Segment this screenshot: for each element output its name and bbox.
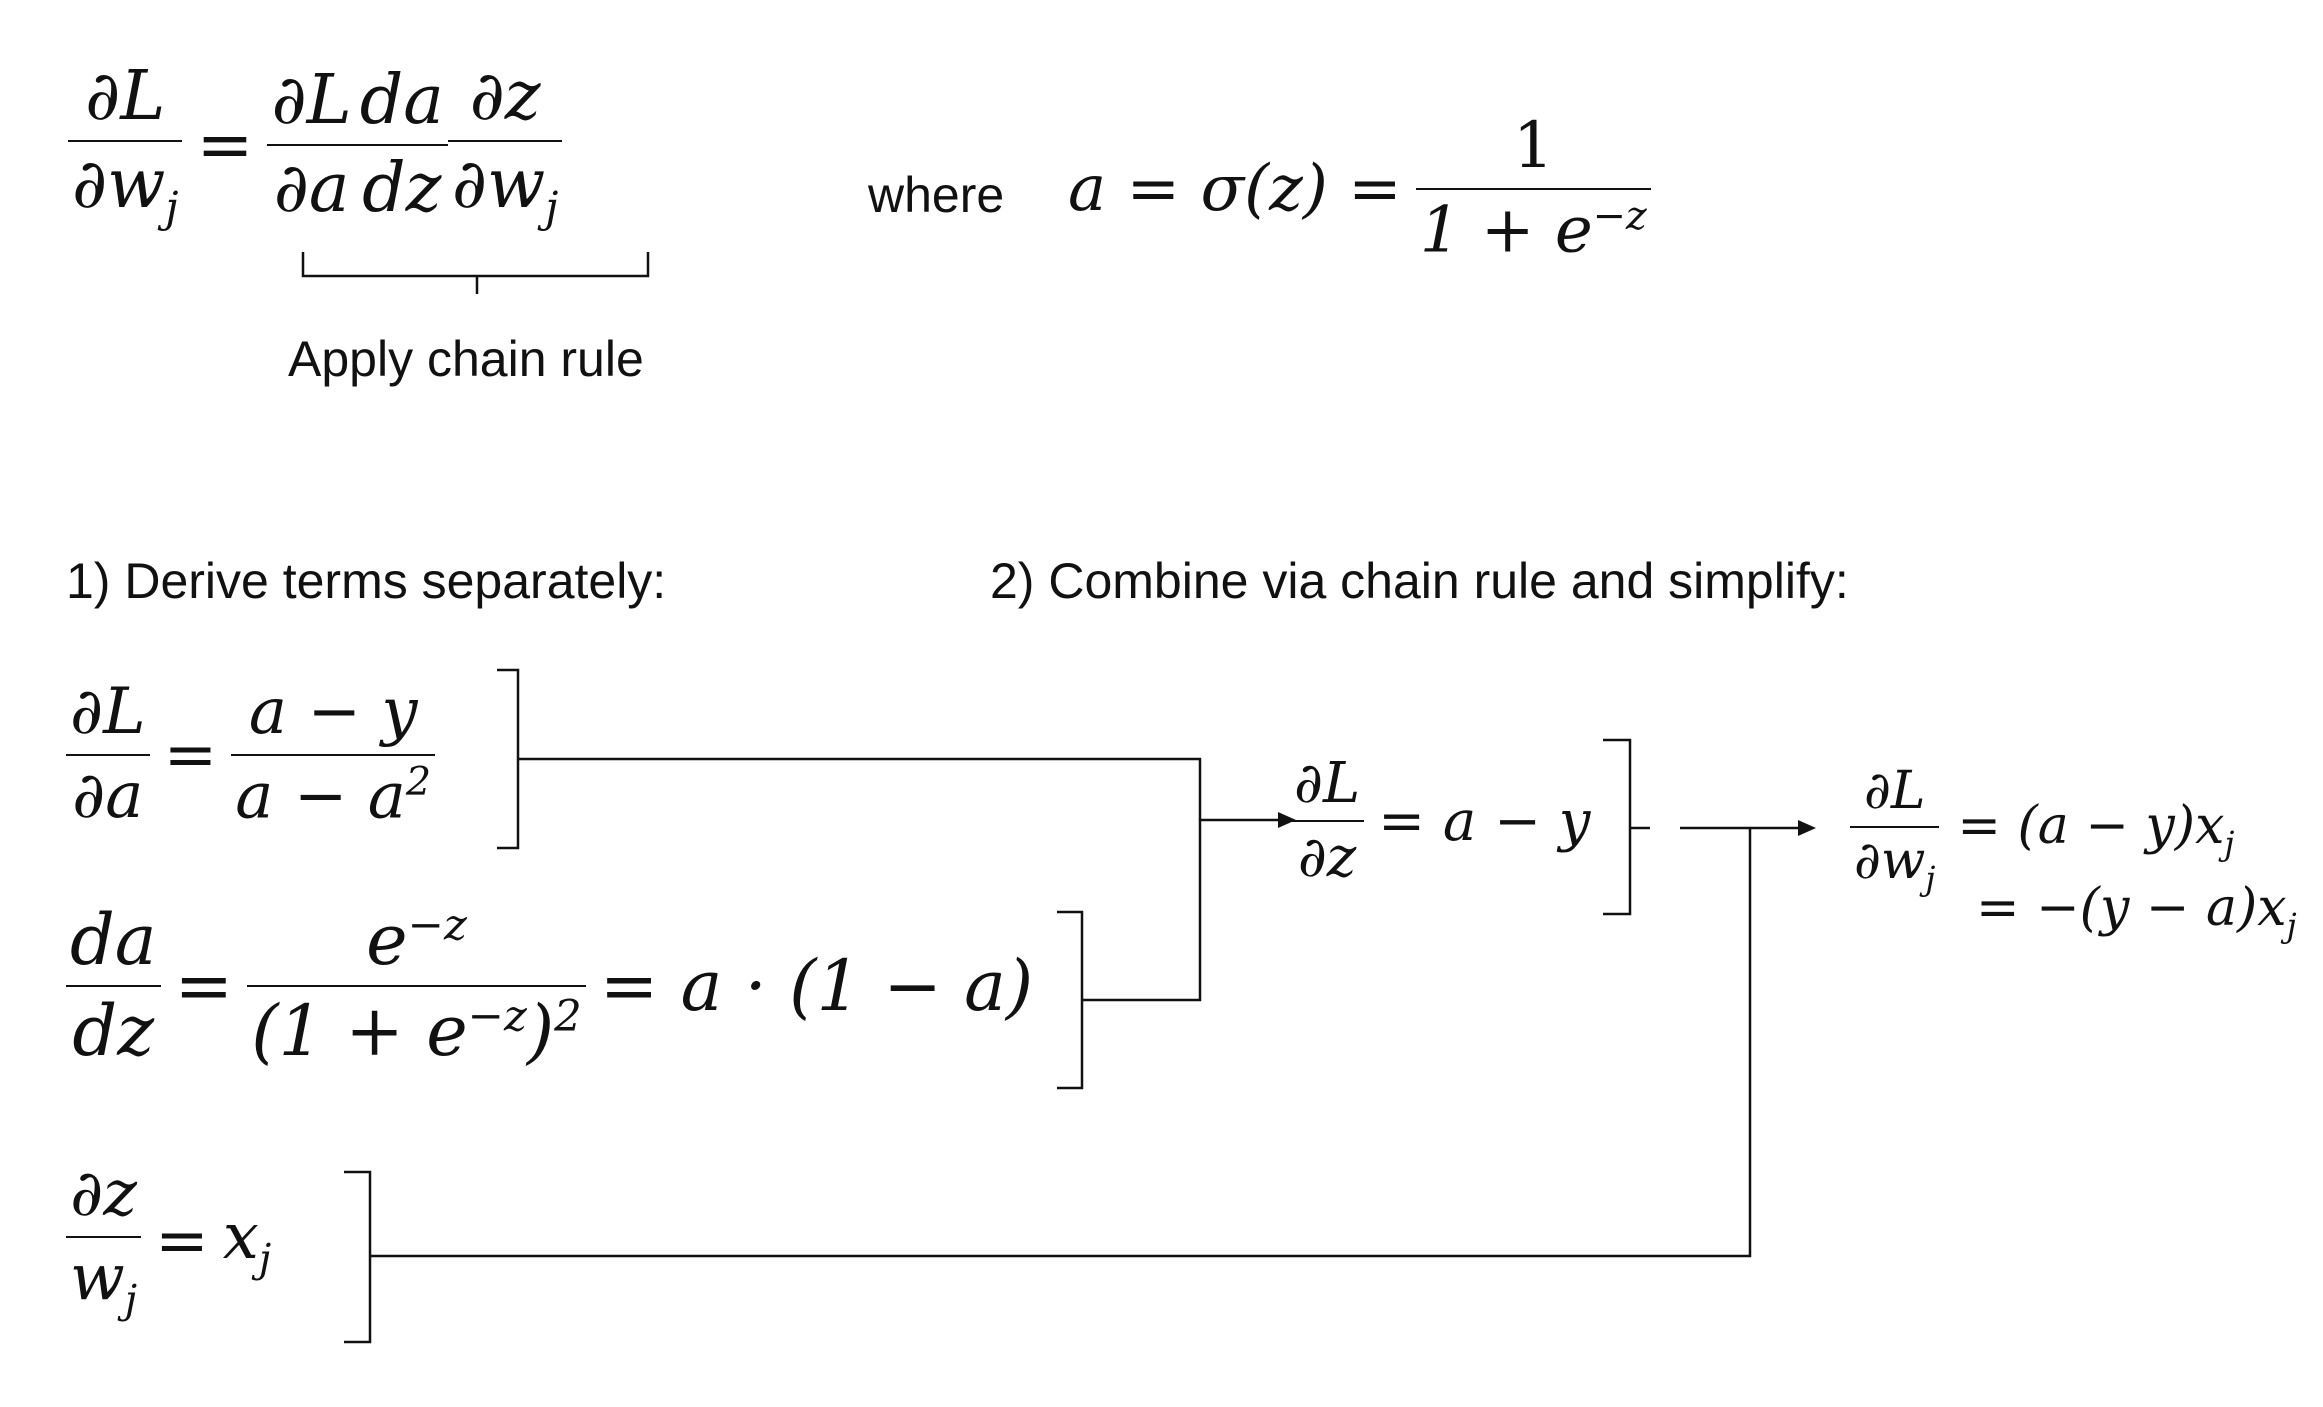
equals-sign: = — [174, 944, 234, 1027]
frac-denominator: (1 + e−z)2 — [251, 989, 582, 1072]
frac-denominator: ∂a — [72, 758, 144, 833]
frac-denominator: 1 + e−z — [1419, 192, 1647, 267]
frac-rhs: e−z (1 + e−z)2 — [247, 900, 586, 1071]
chain-rule-label: Apply chain rule — [288, 331, 644, 387]
bracket-combined — [1603, 738, 1650, 916]
wire-dL-da — [548, 757, 1202, 820]
frac-dL-dwj: ∂L ∂wj — [68, 57, 183, 232]
final-dL-dwj: ∂L ∂wj = (a − y)xj — [1850, 761, 2248, 898]
bracket-da-dz — [1057, 910, 1130, 1090]
wire-da-dz — [1130, 818, 1280, 1002]
frac-numerator: e−z — [247, 900, 586, 987]
combined-dL-dz: ∂L ∂z = a − y — [1290, 751, 1604, 891]
term-rhs: xj — [222, 1199, 272, 1282]
frac-numerator: ∂L — [66, 676, 150, 756]
frac-dL-dwj: ∂L ∂wj — [1850, 761, 1940, 898]
frac-numerator: ∂z — [447, 57, 563, 143]
frac-numerator: da — [355, 61, 448, 147]
equals-sign: = — [163, 717, 218, 792]
frac-denominator: ∂z — [1297, 825, 1357, 891]
step2-heading: 2) Combine via chain rule and simplify: — [990, 553, 1849, 609]
arrowhead-to-final — [1798, 820, 1816, 836]
combined-rhs: = a − y — [1378, 788, 1591, 854]
step1-heading: 1) Derive terms separately: — [66, 553, 667, 609]
arrowhead-to-combined — [1278, 812, 1296, 828]
frac-denominator: wj — [70, 1240, 138, 1323]
simplified-rhs: = a · (1 − a) — [599, 944, 1034, 1027]
top-chain-rule-equation: ∂L ∂wj = ∂L ∂a da dz ∂z ∂wj — [68, 57, 563, 232]
frac-denominator: dz — [72, 989, 155, 1072]
frac-denominator: ∂a — [273, 149, 350, 229]
frac-dz-dwj: ∂z ∂wj — [447, 57, 563, 232]
frac-dz-wj: ∂z wj — [66, 1157, 142, 1323]
equals-sign: = — [155, 1203, 209, 1278]
sigmoid-lhs: a = σ(z) = — [1068, 151, 1402, 226]
frac-numerator: ∂L — [68, 57, 183, 143]
frac-numerator: da — [66, 900, 161, 987]
equals-sign: = — [196, 105, 254, 185]
frac-numerator: 1 — [1415, 109, 1651, 190]
frac-dL-dz: ∂L ∂z — [1290, 751, 1365, 891]
frac-numerator: ∂L — [1290, 751, 1365, 823]
frac-numerator: a − y — [231, 675, 436, 756]
frac-denominator: a − a2 — [235, 758, 432, 833]
bracket-dL-da — [497, 668, 548, 850]
wire-dz-dw — [406, 828, 1752, 1258]
term-da-dz: da dz = e−z (1 + e−z)2 = a · (1 − a) — [66, 900, 1047, 1071]
sigmoid-fraction: 1 1 + e−z — [1415, 109, 1651, 268]
frac-denominator: ∂wj — [451, 145, 559, 232]
frac-numerator: ∂z — [66, 1157, 142, 1238]
frac-denominator: ∂wj — [72, 145, 179, 232]
frac-numerator: ∂L — [267, 61, 356, 147]
sigmoid-definition: a = σ(z) = 1 1 + e−z — [1068, 109, 1651, 268]
final-line-1: = (a − y)xj — [1957, 796, 2235, 863]
term-dL-da: ∂L ∂a = a − y a − a2 — [66, 675, 436, 834]
term-dz-dwj: ∂z wj = xj — [66, 1157, 272, 1323]
bracket-dz-dw — [344, 1170, 406, 1344]
where-label: where — [868, 167, 1005, 223]
frac-denominator: ∂wj — [1854, 830, 1936, 898]
chain-rule-underbrace — [301, 252, 650, 294]
frac-dL-da: ∂L ∂a — [66, 676, 150, 833]
frac-da-dz: da dz — [66, 900, 161, 1071]
frac-dL-da: ∂L ∂a — [267, 61, 356, 229]
frac-da-dz: da dz — [355, 61, 448, 229]
frac-numerator: ∂L — [1850, 761, 1940, 828]
frac-rhs: a − y a − a2 — [231, 675, 436, 834]
frac-denominator: dz — [362, 149, 442, 229]
final-line-2: = −(y − a)xj — [1976, 878, 2297, 945]
